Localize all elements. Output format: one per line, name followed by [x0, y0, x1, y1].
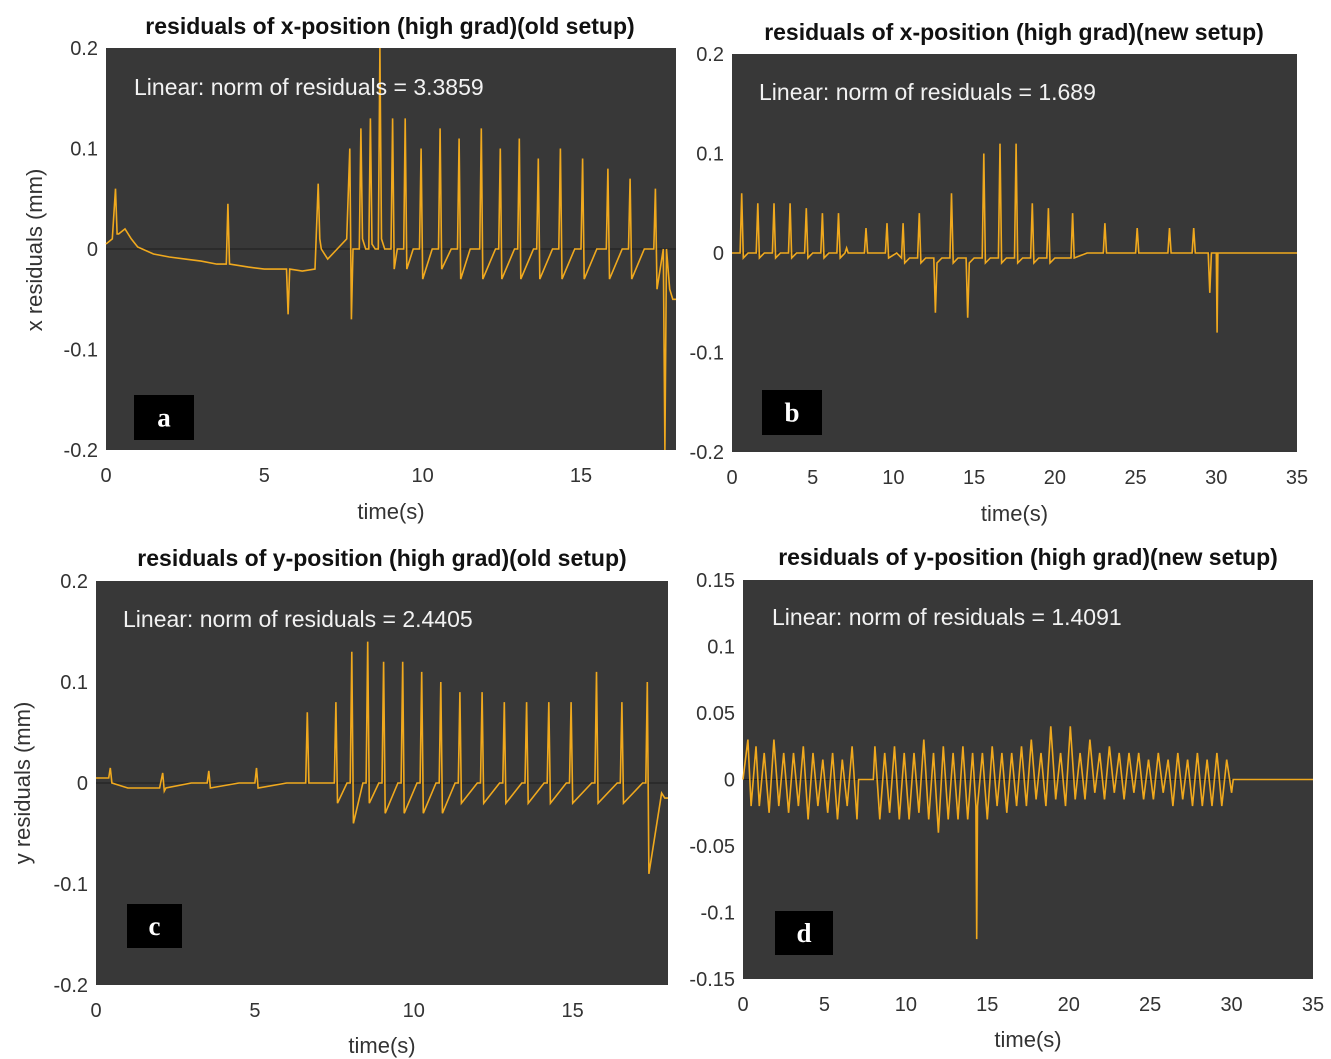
- chart-panel-d: residuals of y-position (high grad)(new …: [689, 544, 1324, 1052]
- y-axis-label: y residuals (mm): [10, 702, 35, 865]
- x-tick-label: 5: [249, 1000, 260, 1022]
- x-tick-label: 15: [570, 465, 592, 487]
- x-tick-label: 35: [1286, 467, 1308, 489]
- chart-title: residuals of x-position (high grad)(new …: [764, 19, 1264, 45]
- chart-title: residuals of y-position (high grad)(old …: [137, 545, 626, 571]
- series-line: [732, 143, 1297, 333]
- chart-panel-b: residuals of x-position (high grad)(new …: [690, 19, 1309, 526]
- y-tick-label: 0.2: [60, 571, 88, 593]
- y-tick-label: 0.1: [70, 139, 98, 161]
- panel-letter: c: [149, 911, 161, 941]
- chart-panel-c: residuals of y-position (high grad)(old …: [10, 545, 668, 1058]
- y-tick-label: -0.1: [701, 903, 735, 925]
- residual-norm-annotation: Linear: norm of residuals = 1.4091: [772, 604, 1122, 630]
- panel-letter-box: [762, 390, 822, 435]
- y-tick-label: 0: [724, 770, 735, 792]
- x-tick-label: 0: [100, 465, 111, 487]
- x-axis-label: time(s): [348, 1033, 415, 1058]
- x-tick-label: 15: [562, 1000, 584, 1022]
- x-tick-label: 35: [1302, 994, 1324, 1016]
- panel-letter: a: [157, 403, 171, 433]
- y-tick-label: 0: [77, 773, 88, 795]
- x-tick-label: 5: [819, 994, 830, 1016]
- y-tick-label: 0: [713, 243, 724, 265]
- x-tick-label: 5: [259, 465, 270, 487]
- x-tick-label: 25: [1124, 467, 1146, 489]
- y-axis-label: x residuals (mm): [22, 169, 47, 332]
- y-tick-label: 0.15: [696, 570, 735, 592]
- y-tick-label: 0.1: [60, 672, 88, 694]
- y-tick-label: -0.1: [64, 340, 98, 362]
- y-tick-label: -0.05: [689, 836, 735, 858]
- panel-letter-box: [775, 911, 833, 955]
- x-tick-label: 30: [1220, 994, 1242, 1016]
- panel-letter-box: [127, 904, 182, 948]
- chart-title: residuals of y-position (high grad)(new …: [778, 544, 1278, 570]
- panel-letter: d: [796, 918, 811, 948]
- y-tick-label: 0: [87, 239, 98, 261]
- y-tick-label: 0.2: [70, 38, 98, 60]
- y-tick-label: -0.2: [690, 442, 724, 464]
- chart-title: residuals of x-position (high grad)(old …: [145, 13, 634, 39]
- x-tick-label: 25: [1139, 994, 1161, 1016]
- x-tick-label: 0: [726, 467, 737, 489]
- x-tick-label: 0: [90, 1000, 101, 1022]
- y-tick-label: 0.2: [696, 44, 724, 66]
- y-tick-label: -0.2: [54, 975, 88, 997]
- y-tick-label: -0.1: [690, 343, 724, 365]
- x-tick-label: 0: [737, 994, 748, 1016]
- x-tick-label: 15: [976, 994, 998, 1016]
- residual-norm-annotation: Linear: norm of residuals = 2.4405: [123, 606, 473, 632]
- panel-letter: b: [784, 398, 799, 428]
- chart-panel-a: residuals of x-position (high grad)(old …: [22, 13, 676, 524]
- y-tick-label: -0.2: [64, 440, 98, 462]
- x-tick-label: 10: [412, 465, 434, 487]
- x-tick-label: 5: [807, 467, 818, 489]
- residual-norm-annotation: Linear: norm of residuals = 3.3859: [134, 74, 484, 100]
- x-tick-label: 20: [1044, 467, 1066, 489]
- x-tick-label: 10: [882, 467, 904, 489]
- y-tick-label: -0.15: [689, 969, 735, 991]
- y-tick-label: 0.1: [696, 144, 724, 166]
- y-tick-label: 0.1: [707, 637, 735, 659]
- x-axis-label: time(s): [981, 501, 1048, 526]
- x-axis-label: time(s): [357, 499, 424, 524]
- series-line: [105, 47, 676, 451]
- x-tick-label: 15: [963, 467, 985, 489]
- y-tick-label: -0.1: [54, 874, 88, 896]
- x-axis-label: time(s): [994, 1027, 1061, 1052]
- x-tick-label: 20: [1058, 994, 1080, 1016]
- y-tick-label: 0.05: [696, 703, 735, 725]
- x-tick-label: 10: [403, 1000, 425, 1022]
- series-line: [96, 641, 668, 875]
- series-line: [742, 726, 1313, 940]
- residual-norm-annotation: Linear: norm of residuals = 1.689: [759, 79, 1096, 105]
- x-tick-label: 30: [1205, 467, 1227, 489]
- x-tick-label: 10: [895, 994, 917, 1016]
- panel-letter-box: [134, 395, 194, 440]
